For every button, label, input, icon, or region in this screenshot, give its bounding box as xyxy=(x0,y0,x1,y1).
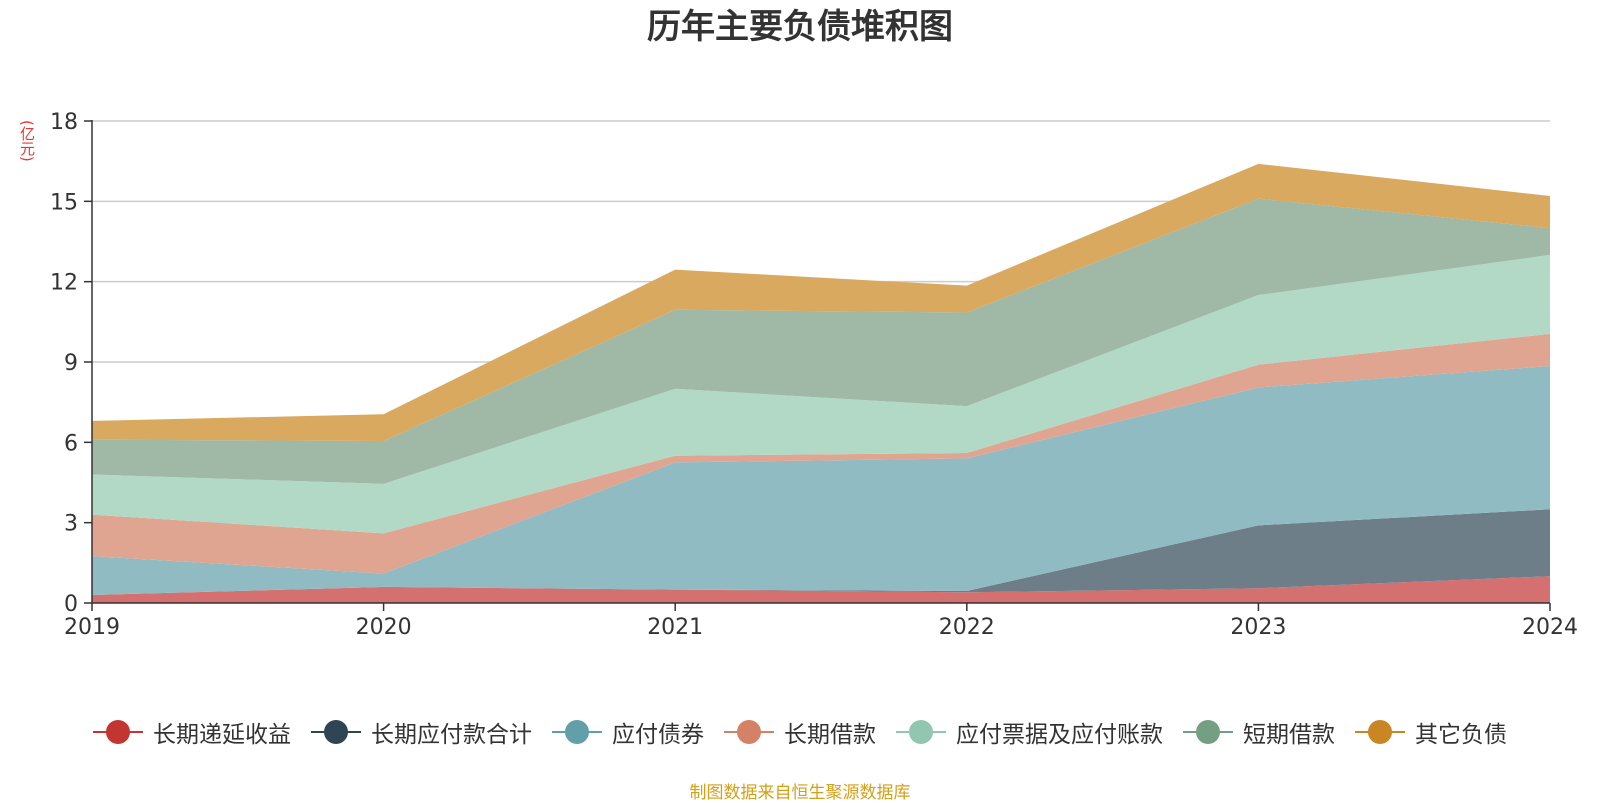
chart-title: 历年主要负债堆积图 xyxy=(647,7,953,47)
area-其它负债 xyxy=(92,163,1550,441)
legend-label: 应付票据及应付账款 xyxy=(956,722,1163,748)
y-tick-label: 12 xyxy=(50,271,78,296)
x-tick-label: 2019 xyxy=(64,615,120,640)
legend-label: 其它负债 xyxy=(1415,722,1507,748)
y-tick-label: 15 xyxy=(50,190,78,215)
legend-item[interactable]: 长期借款 xyxy=(724,715,876,749)
legend-label: 长期递延收益 xyxy=(153,722,291,748)
legend-item[interactable]: 应付票据及应付账款 xyxy=(896,715,1163,749)
area-应付债券 xyxy=(92,366,1550,595)
source-note: 制图数据来自恒生聚源数据库 xyxy=(689,783,911,803)
legend-marker-icon xyxy=(552,720,602,744)
y-axis-unit-label: (亿元) xyxy=(18,120,36,162)
stacked-area-chart: 0 3 6 9 12 15 18 2019 2020 2021 2022 2023 2024 xyxy=(50,110,1578,640)
legend-marker-icon xyxy=(311,720,361,744)
legend-item[interactable]: 长期应付款合计 xyxy=(311,715,532,749)
y-tick-label: 9 xyxy=(64,351,78,376)
y-tick-label: 3 xyxy=(64,512,78,537)
legend-marker-icon xyxy=(1355,720,1405,744)
legend-label: 长期应付款合计 xyxy=(371,722,532,748)
y-tick-label: 18 xyxy=(50,110,78,135)
legend-marker-icon xyxy=(724,720,774,744)
area-长期递延收益 xyxy=(92,576,1550,603)
area-长期借款 xyxy=(92,333,1550,574)
x-tick-label: 2020 xyxy=(356,615,412,640)
legend-label: 长期借款 xyxy=(784,722,876,748)
legend-item[interactable]: 长期递延收益 xyxy=(93,715,291,749)
area-长期应付款合计 xyxy=(92,509,1550,595)
area-series xyxy=(92,163,1550,603)
legend-marker-icon xyxy=(896,720,946,744)
x-tick-label: 2023 xyxy=(1230,615,1286,640)
legend-item[interactable]: 应付债券 xyxy=(552,715,704,749)
legend-item[interactable]: 短期借款 xyxy=(1183,715,1335,749)
legend-item[interactable]: 其它负债 xyxy=(1355,715,1507,749)
x-tick-label: 2021 xyxy=(647,615,703,640)
legend-marker-icon xyxy=(93,720,143,744)
legend: 长期递延收益 长期应付款合计 应付债券 长期借款 应付票据及应付账款 短期借款 其它负债 xyxy=(0,715,1600,749)
legend-label: 短期借款 xyxy=(1243,722,1335,748)
area-应付票据及应付账款 xyxy=(92,254,1550,534)
y-tick-label: 6 xyxy=(64,431,78,456)
y-tick-label: 0 xyxy=(64,592,78,617)
x-tick-label: 2024 xyxy=(1522,615,1578,640)
x-tick-label: 2022 xyxy=(939,615,995,640)
legend-marker-icon xyxy=(1183,720,1233,744)
axes: 0 3 6 9 12 15 18 2019 2020 2021 2022 2023 2024 xyxy=(50,110,1578,640)
legend-label: 应付债券 xyxy=(612,722,704,748)
area-短期借款 xyxy=(92,198,1550,484)
